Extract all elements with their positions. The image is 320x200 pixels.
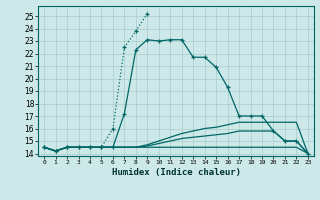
X-axis label: Humidex (Indice chaleur): Humidex (Indice chaleur) bbox=[111, 168, 241, 177]
